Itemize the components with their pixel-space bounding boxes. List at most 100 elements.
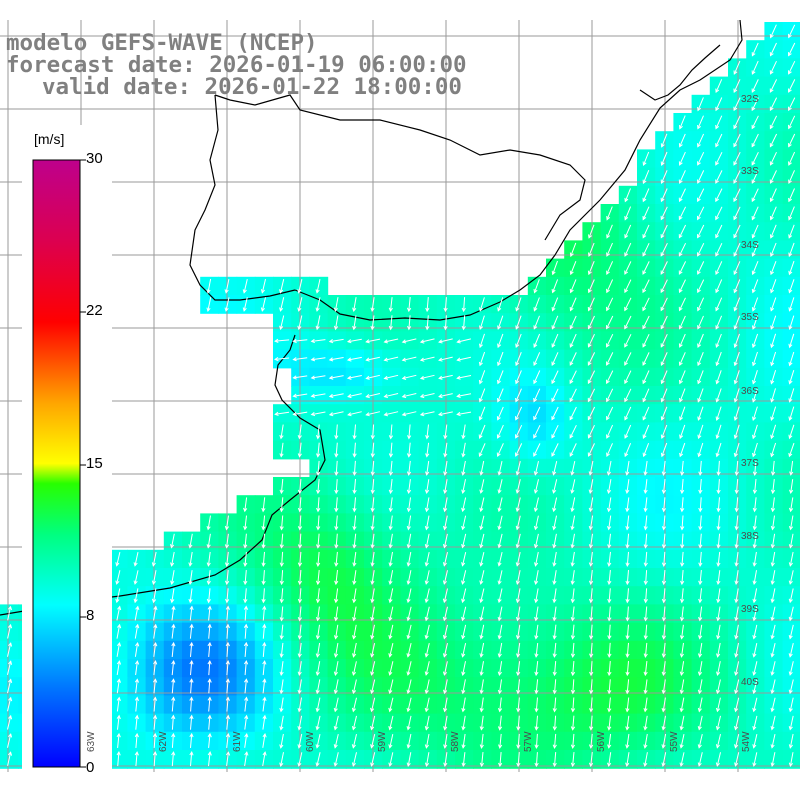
wind-arrow [697,133,705,148]
wind-arrow [661,588,667,604]
wind-arrow [478,443,486,458]
wind-arrow [660,242,668,257]
wind-arrow [279,278,285,294]
wind-arrow [770,261,777,276]
wind-arrow [751,115,759,130]
lat-label: 36S [741,386,759,397]
wind-arrow [170,533,175,549]
wind-arrow [715,442,722,458]
wind-arrow [678,352,686,367]
wind-arrow [388,697,394,713]
wind-arrow [279,679,284,695]
wind-arrow [643,606,648,622]
wind-arrow [515,424,523,439]
wind-arrow [134,751,139,767]
wind-arrow [461,570,467,585]
wind-arrow [734,551,739,567]
wind-arrow [406,606,412,622]
wind-arrow [316,460,321,476]
wind-arrow [570,588,575,604]
wind-arrow [552,752,557,768]
wind-arrow [442,533,448,549]
wind-arrow [497,460,503,476]
wind-arrow [606,333,614,348]
wind-arrow [461,733,466,749]
wind-arrow [225,714,231,730]
wind-arrow [788,333,795,349]
wind-arrow [770,752,776,768]
wind-arrow [660,297,668,312]
wind-arrow [443,297,448,313]
wind-arrow [153,605,158,621]
wind-arrow [443,424,448,440]
wind-arrow [788,606,794,622]
wind-arrow [698,551,703,567]
wind-arrow [569,370,577,385]
wind-arrow [788,515,794,531]
wind-arrow [401,374,417,380]
wind-arrow [261,515,266,531]
wind-arrow [461,588,467,604]
wind-arrow [587,333,595,348]
wind-arrow [243,678,249,694]
wind-arrow [788,697,794,713]
wind-arrow [261,497,266,513]
wind-arrow [680,570,685,586]
wind-arrow [752,351,758,367]
wind-arrow [570,752,576,768]
wind-arrow [515,333,522,348]
wind-arrow [346,338,362,344]
wind-arrow [569,242,577,258]
wind-arrow [334,551,339,567]
wind-arrow [642,261,650,275]
wind-arrow [698,588,703,604]
wind-arrow [401,356,417,362]
wind-arrow [588,752,594,768]
wind-arrow [347,411,362,417]
wind-arrow [770,606,776,622]
wind-arrow [679,406,686,421]
wind-arrow [479,515,485,531]
wind-arrow [625,551,630,567]
wind-arrow [680,551,685,567]
wind-arrow [570,624,576,640]
wind-arrow [388,515,393,531]
wind-arrow [388,315,393,331]
wind-arrow [497,642,503,658]
wind-arrow [333,752,339,767]
wind-arrow [789,460,794,476]
wind-arrow [607,606,612,622]
wind-arrow [660,442,668,458]
wind-arrow [769,42,777,57]
wind-arrow [624,370,632,385]
wind-arrow [316,479,321,495]
wind-arrow [660,133,668,148]
wind-arrow [424,733,430,749]
wind-arrow [351,679,357,695]
wind-arrow [388,533,393,549]
wind-arrow [679,424,686,440]
wind-arrow [643,679,648,695]
wind-arrow [642,388,650,403]
wind-arrow [587,352,596,366]
wind-arrow [315,570,321,586]
wind-arrow [274,338,290,343]
wind-arrow [715,333,722,348]
wind-arrow [225,732,231,748]
wind-arrow [697,206,705,221]
wind-arrow [461,515,467,531]
wind-arrow [642,206,650,221]
wind-arrow [225,641,230,657]
wind-arrow [751,206,759,221]
wind-arrow [788,624,794,640]
wind-arrow [206,297,212,313]
wind-arrow [497,315,504,330]
wind-arrow [789,479,794,495]
wind-arrow [788,315,795,330]
wind-arrow [552,570,557,586]
wind-arrow [733,60,741,75]
wind-arrow [752,715,758,731]
wind-arrow [788,497,794,513]
wind-arrow [206,278,212,294]
wind-arrow [260,278,266,294]
